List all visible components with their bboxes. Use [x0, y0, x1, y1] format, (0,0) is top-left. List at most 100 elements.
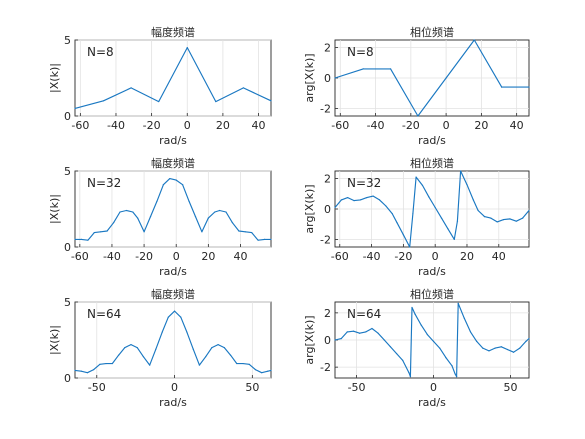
subplot-title: 幅度频谱 — [151, 156, 195, 170]
data-point — [463, 317, 465, 319]
data-point — [215, 100, 217, 103]
n-annotation: N=64 — [87, 307, 121, 321]
data-point — [365, 331, 367, 333]
data-point — [417, 115, 419, 117]
x-tick-label: -60 — [331, 250, 349, 263]
series-line — [74, 47, 272, 109]
data-point — [432, 340, 435, 342]
data-point — [409, 376, 412, 378]
data-point — [132, 211, 134, 213]
data-point — [428, 196, 430, 198]
data-point — [528, 209, 530, 212]
data-point — [409, 246, 411, 248]
data-point — [522, 217, 524, 219]
x-tick-label: -40 — [363, 250, 381, 263]
data-point — [334, 339, 336, 341]
data-point — [477, 209, 479, 212]
data-point — [270, 238, 272, 240]
n-annotation: N=32 — [347, 176, 381, 190]
data-point — [402, 234, 404, 236]
data-point — [119, 211, 121, 213]
x-axis-label: rad/s — [418, 265, 446, 278]
data-point — [411, 306, 413, 309]
data-point — [456, 376, 458, 378]
y-tick-label: 0 — [324, 203, 331, 216]
data-point — [340, 199, 342, 201]
data-point — [473, 39, 475, 41]
x-tick-label: 40 — [492, 250, 506, 263]
x-tick-label: -50 — [348, 381, 366, 394]
data-point — [80, 370, 82, 372]
data-point — [270, 100, 272, 102]
gridlines — [335, 302, 529, 378]
x-tick-label: 0 — [184, 119, 191, 132]
subplot-6: -50 0 50 -2 0 2 相位频谱 rad/s arg[X(k)] N=64 — [303, 287, 530, 409]
data-point — [501, 86, 503, 88]
y-tick-label: -2 — [320, 233, 331, 246]
x-tick-label: -60 — [331, 119, 349, 132]
x-tick-label: 0 — [171, 381, 178, 394]
data-point — [447, 228, 449, 230]
data-point — [125, 209, 128, 212]
y-tick-label: 2 — [324, 173, 331, 186]
gridlines — [75, 301, 271, 379]
data-point — [421, 184, 424, 187]
data-point — [87, 239, 89, 241]
data-point — [182, 184, 184, 186]
data-point — [362, 68, 364, 70]
data-point — [528, 86, 530, 88]
x-tick-label: 0 — [430, 381, 437, 394]
data-point — [194, 216, 197, 218]
x-tick-label: 20 — [474, 119, 488, 132]
x-tick-label: 50 — [504, 381, 518, 394]
y-tick-label: 2 — [324, 307, 331, 320]
y-axis-label: |X(k)| — [48, 325, 61, 355]
data-point — [149, 364, 151, 366]
x-axis-label: rad/s — [159, 396, 187, 409]
data-point — [383, 339, 385, 341]
data-point — [267, 370, 269, 372]
data-point — [74, 107, 76, 109]
data-point — [112, 222, 115, 224]
data-point — [111, 362, 113, 365]
data-point — [396, 222, 398, 224]
data-point — [229, 354, 232, 356]
x-axis-label: rad/s — [159, 265, 187, 278]
data-point — [261, 372, 263, 374]
y-tick-label: 0 — [324, 72, 331, 85]
data-point — [456, 220, 459, 222]
data-point — [366, 197, 368, 199]
data-point — [180, 316, 182, 318]
x-tick-label: -50 — [88, 381, 106, 394]
x-tick-label: -40 — [103, 250, 121, 263]
data-point — [192, 348, 194, 350]
data-point — [156, 200, 158, 202]
data-point — [248, 363, 250, 365]
data-point — [102, 100, 105, 102]
data-point — [231, 222, 234, 224]
x-tick-label: 0 — [432, 250, 439, 263]
data-point — [201, 231, 203, 233]
data-point — [402, 359, 404, 361]
data-point — [415, 176, 417, 178]
data-point — [420, 324, 422, 326]
data-point — [155, 348, 157, 350]
data-point — [377, 332, 379, 334]
data-points — [74, 47, 272, 109]
data-point — [188, 200, 190, 202]
data-point — [395, 352, 398, 355]
data-points — [74, 178, 272, 241]
data-point — [198, 364, 201, 366]
data-point — [242, 362, 244, 365]
data-point — [270, 369, 272, 371]
subplot-1: -60 -40 -20 0 20 40 0 5 幅度频谱 rad/s |X(k)| N=8 — [48, 25, 272, 147]
y-tick-label: 0 — [64, 110, 71, 123]
data-point — [117, 354, 120, 356]
data-point — [124, 347, 126, 349]
n-annotation: N=8 — [87, 45, 114, 59]
data-point — [453, 238, 455, 240]
data-point — [334, 77, 336, 79]
y-axis-label: arg[X(k)] — [303, 184, 316, 233]
data-point — [445, 357, 447, 359]
data-point — [460, 170, 462, 172]
